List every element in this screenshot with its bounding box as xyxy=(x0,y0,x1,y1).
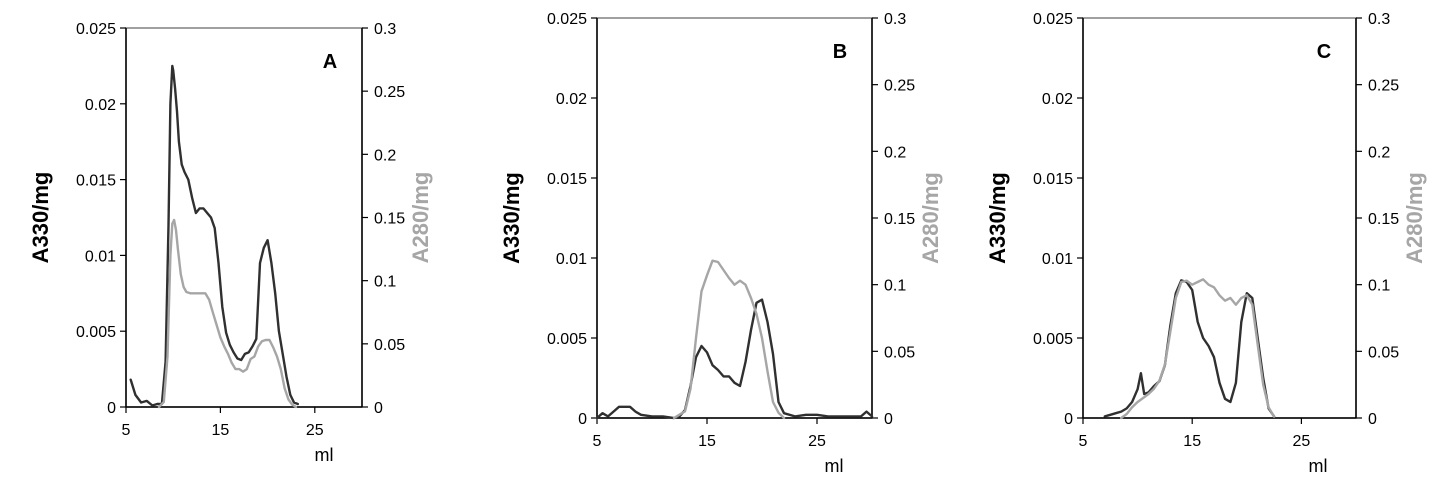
y2-axis-title: A280/mg xyxy=(1402,172,1427,264)
chart-panel-a: 0 0.005 0.01 0.015 0.02 0.025 0 0.05 0.1 0.15 0.2 0… xyxy=(28,21,433,465)
y2-tick-label: 0.3 xyxy=(1368,11,1390,28)
y2-tick-label: 0.1 xyxy=(374,274,396,291)
a280-series-line xyxy=(672,259,786,420)
y-axis-title: A330/mg xyxy=(985,172,1010,264)
a330-series-line xyxy=(129,64,299,407)
y-tick-label: 0.005 xyxy=(76,324,116,341)
plot-frame xyxy=(1082,17,1357,419)
y-tick-label: 0.02 xyxy=(85,97,116,114)
y-tick-label: 0.025 xyxy=(547,11,587,28)
panel-letter: C xyxy=(1317,41,1331,63)
y-tick-label: 0.01 xyxy=(85,248,116,265)
y2-tick-label: 0.1 xyxy=(1368,278,1390,295)
y2-axis-title: A280/mg xyxy=(918,172,943,264)
y-axis-title: A330/mg xyxy=(28,172,53,264)
chart-panel-b: 0 0.005 0.01 0.015 0.02 0.025 0 0.05 0.1 0.15 0.2 0… xyxy=(499,11,943,476)
x-axis-title: ml xyxy=(315,445,334,465)
y-tick-label: 0.015 xyxy=(76,173,116,190)
a330-series-line xyxy=(595,298,874,420)
x-axis-title: ml xyxy=(1309,456,1328,476)
plot-frame xyxy=(596,17,873,419)
x-tick-label: 5 xyxy=(122,422,131,439)
x-axis-title: ml xyxy=(825,456,844,476)
y2-tick-label: 0.1 xyxy=(884,278,906,295)
y2-tick-label: 0.15 xyxy=(1368,211,1399,228)
y2-tick-label: 0.15 xyxy=(884,211,915,228)
y-tick-label: 0.025 xyxy=(1033,11,1073,28)
plot-frame xyxy=(125,27,363,408)
y2-tick-label: 0 xyxy=(884,411,893,428)
y-tick-label: 0.01 xyxy=(1042,251,1073,268)
y2-tick-label: 0.05 xyxy=(374,337,405,354)
y2-tick-label: 0.25 xyxy=(884,78,915,95)
x-tick-label: 5 xyxy=(1079,433,1088,450)
y2-tick-label: 0.05 xyxy=(1368,344,1399,361)
x-tick-label: 25 xyxy=(1293,433,1311,450)
x-tick-label: 15 xyxy=(1183,433,1201,450)
y-tick-label: 0.02 xyxy=(1042,91,1073,108)
x-tick-label: 25 xyxy=(808,433,826,450)
y2-tick-label: 0.25 xyxy=(1368,78,1399,95)
y2-tick-label: 0.3 xyxy=(374,21,396,38)
panel-letter: B xyxy=(833,41,847,63)
y-tick-label: 0.02 xyxy=(556,91,587,108)
a280-series-line xyxy=(157,218,298,409)
y2-tick-label: 0.2 xyxy=(374,147,396,164)
y-tick-label: 0.005 xyxy=(1033,331,1073,348)
x-tick-label: 15 xyxy=(212,422,230,439)
panel-letter: A xyxy=(323,51,337,73)
y2-tick-label: 0.25 xyxy=(374,84,405,101)
y2-tick-label: 0.05 xyxy=(884,344,915,361)
x-tick-label: 15 xyxy=(698,433,716,450)
x-tick-label: 25 xyxy=(306,422,324,439)
chart-panel-c: 0 0.005 0.01 0.015 0.02 0.025 0 0.05 0.1 0.15 0.2 0… xyxy=(985,11,1427,476)
y-tick-label: 0.015 xyxy=(1033,171,1073,188)
y2-tick-label: 0.2 xyxy=(1368,144,1390,161)
y2-tick-label: 0.3 xyxy=(884,11,906,28)
y-tick-label: 0.01 xyxy=(556,251,587,268)
y2-tick-label: 0 xyxy=(374,400,383,417)
y2-tick-label: 0 xyxy=(1368,411,1377,428)
y2-axis-title: A280/mg xyxy=(408,172,433,264)
a280-series-line xyxy=(1119,278,1276,420)
y-tick-label: 0.025 xyxy=(76,21,116,38)
y-tick-label: 0.015 xyxy=(547,171,587,188)
x-tick-label: 5 xyxy=(593,433,602,450)
y2-tick-label: 0.15 xyxy=(374,211,405,228)
y-tick-label: 0 xyxy=(107,400,116,417)
y-tick-label: 0.005 xyxy=(547,331,587,348)
y-axis-title: A330/mg xyxy=(499,172,524,264)
y-tick-label: 0 xyxy=(1064,411,1073,428)
y2-tick-label: 0.2 xyxy=(884,144,906,161)
y-tick-label: 0 xyxy=(578,411,587,428)
